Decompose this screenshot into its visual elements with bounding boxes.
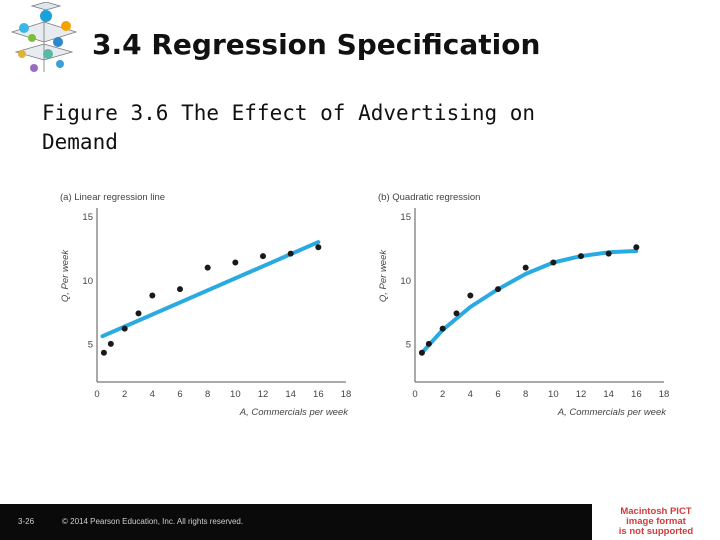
x-tick-label: 14 — [285, 389, 296, 400]
figure-caption: Figure 3.6 The Effect of Advertising on … — [42, 101, 536, 154]
y-tick-label: 10 — [82, 276, 93, 287]
x-tick-label: 4 — [150, 389, 155, 400]
pearson-cube-logo — [10, 2, 78, 72]
data-point — [177, 286, 183, 293]
data-point — [287, 250, 294, 257]
y-tick-label: 15 — [400, 212, 411, 223]
data-point — [100, 349, 107, 356]
x-tick-label: 10 — [230, 389, 241, 400]
chart-title: (a) Linear regression line — [60, 192, 165, 203]
copyright-text: © 2014 Pearson Education, Inc. All right… — [62, 517, 244, 526]
x-tick-label: 0 — [412, 389, 417, 400]
data-point — [260, 253, 266, 260]
data-point — [578, 253, 584, 260]
linear-fit-line — [100, 240, 321, 339]
y-tick-label: 10 — [400, 276, 411, 287]
data-point — [495, 286, 501, 293]
slide-title: 3.4 Regression Specification — [92, 28, 541, 61]
y-tick-label: 5 — [406, 339, 411, 350]
x-axis-label: A, Commercials per week — [239, 407, 349, 418]
data-point — [204, 264, 211, 271]
x-tick-label: 0 — [94, 389, 99, 400]
x-tick-label: 2 — [440, 389, 445, 400]
data-point — [425, 340, 432, 347]
x-tick-label: 6 — [177, 389, 182, 400]
y-tick-label: 15 — [82, 212, 93, 223]
x-tick-label: 16 — [631, 389, 642, 400]
data-point — [107, 340, 114, 347]
data-point — [467, 292, 474, 299]
pict-unsupported-notice: Macintosh PICT image format is not suppo… — [592, 504, 720, 540]
linear-regression-chart: (a) Linear regression line 5 10 15 0 2 4 6 8 10 12… — [60, 192, 352, 418]
x-tick-label: 10 — [548, 389, 559, 400]
x-axis-label: A, Commercials per week — [557, 407, 667, 418]
y-tick-label: 5 — [88, 339, 93, 350]
y-axis-label: Q, Per week — [60, 249, 71, 303]
pict-line-1: Macintosh PICT — [620, 506, 692, 517]
data-point — [439, 325, 446, 332]
pict-line-3: is not supported — [618, 526, 694, 537]
footer-bar: 3-26 © 2014 Pearson Education, Inc. All … — [0, 504, 720, 540]
pict-line-2: image format — [626, 516, 686, 527]
y-axis-label: Q, Per week — [378, 249, 389, 303]
data-point — [522, 264, 529, 271]
data-point — [418, 349, 425, 356]
data-point — [135, 310, 142, 317]
x-tick-label: 12 — [258, 389, 269, 400]
slide-number: 3-26 — [18, 517, 35, 526]
x-tick-label: 4 — [468, 389, 473, 400]
chart-title: (b) Quadratic regression — [378, 192, 480, 203]
quadratic-regression-chart: (b) Quadratic regression 5 10 15 0 2 4 6 8 10 12 14… — [378, 192, 670, 418]
quadratic-fit-curve — [419, 249, 639, 355]
x-tick-label: 18 — [659, 389, 670, 400]
x-tick-label: 6 — [495, 389, 500, 400]
x-tick-label: 8 — [205, 389, 210, 400]
x-tick-label: 2 — [122, 389, 127, 400]
x-tick-label: 12 — [576, 389, 587, 400]
data-point — [232, 259, 239, 266]
data-point — [633, 244, 640, 251]
data-point — [149, 292, 156, 299]
data-point — [550, 259, 557, 266]
x-tick-label: 14 — [603, 389, 614, 400]
data-point — [315, 244, 322, 251]
x-tick-label: 16 — [313, 389, 324, 400]
x-tick-label: 18 — [341, 389, 352, 400]
data-point — [121, 325, 128, 332]
x-tick-label: 8 — [523, 389, 528, 400]
data-point — [605, 250, 612, 257]
data-point — [453, 310, 460, 317]
